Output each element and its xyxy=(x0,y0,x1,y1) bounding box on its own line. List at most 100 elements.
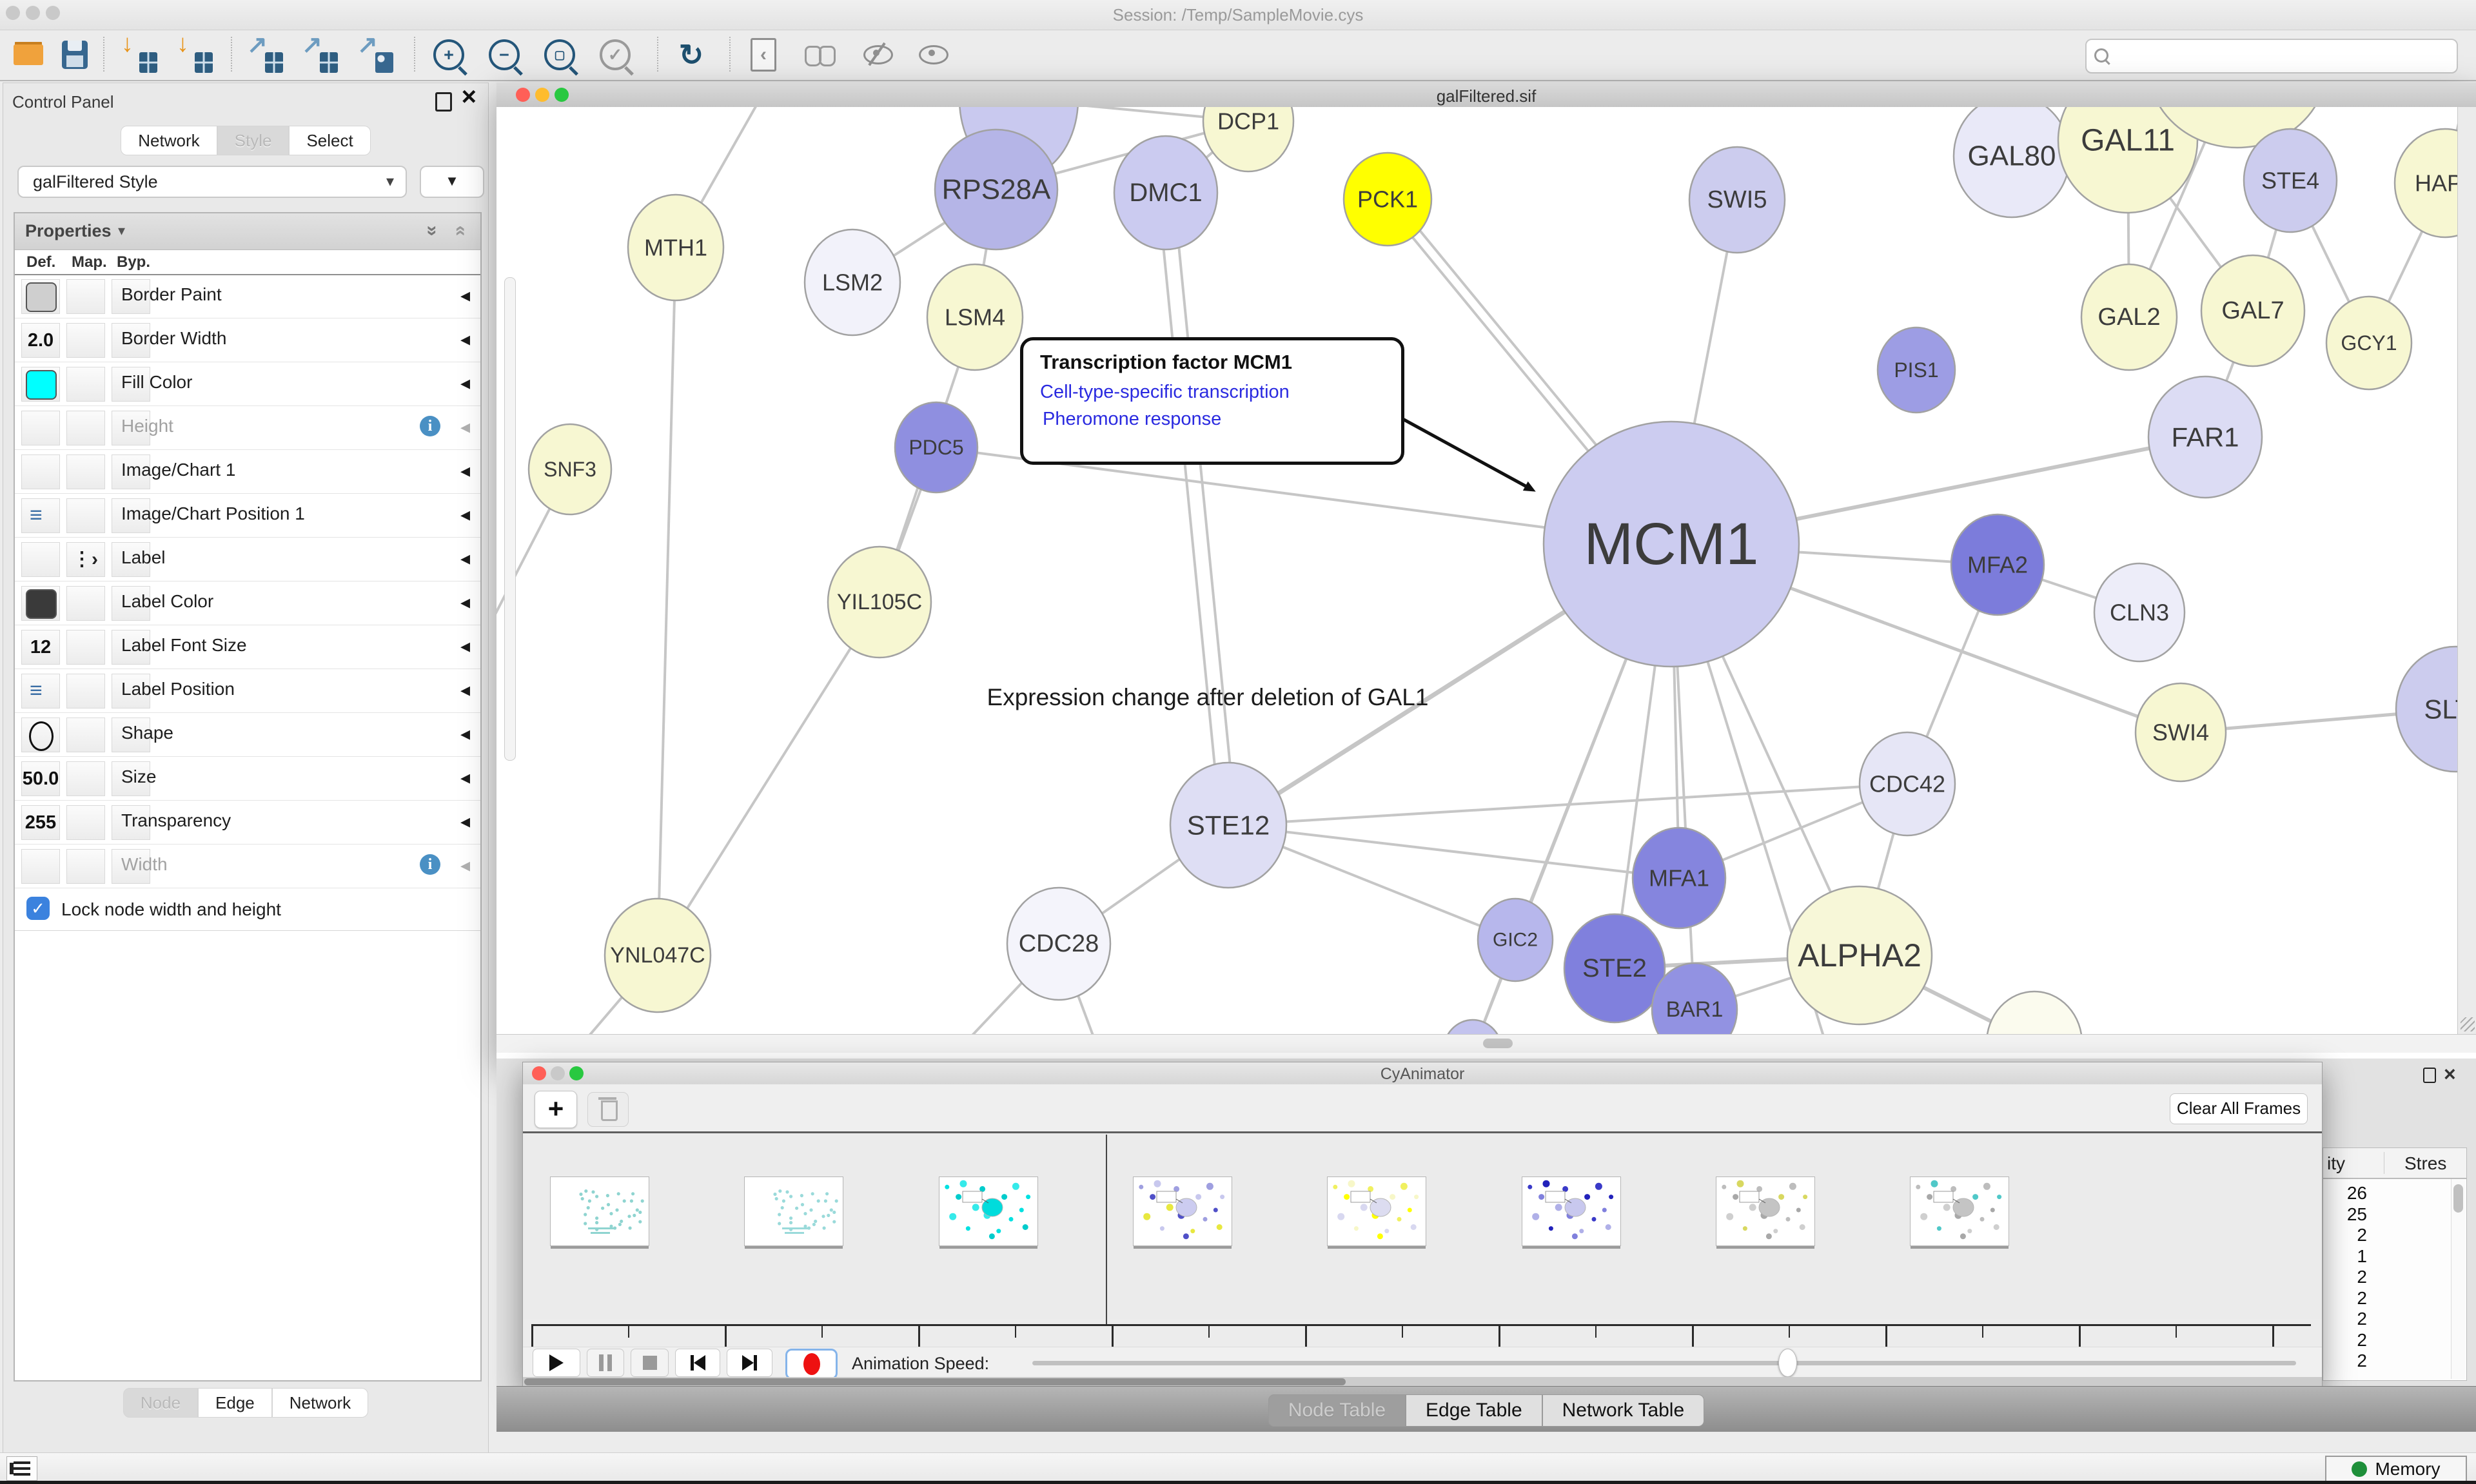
tab-network[interactable]: Network xyxy=(271,1388,369,1418)
annotation-doc-icon[interactable]: ‹ xyxy=(745,35,781,74)
position-icon[interactable]: ≡ xyxy=(30,678,43,703)
ellipse-shape-icon[interactable] xyxy=(29,721,54,751)
timeline-frame-7[interactable] xyxy=(1716,1176,1815,1246)
play-button[interactable] xyxy=(533,1349,580,1377)
zoom-out-icon[interactable]: − xyxy=(486,35,522,74)
timeline[interactable]: 0123456789 Seconds xyxy=(523,1133,2322,1418)
property-row-border-paint[interactable]: Border Paint ◂ xyxy=(15,274,480,318)
float-table-panel-icon[interactable] xyxy=(2423,1068,2436,1083)
save-session-icon[interactable] xyxy=(57,35,93,74)
network-node-lsm4[interactable]: LSM4 xyxy=(926,263,1024,371)
network-node-pck1[interactable]: PCK1 xyxy=(1342,151,1433,247)
expand-row-icon[interactable]: ◂ xyxy=(460,811,470,832)
table-cell-stress[interactable]: 26 xyxy=(2346,1183,2367,1203)
window-minimize-icon[interactable] xyxy=(26,6,40,20)
network-node-gic2[interactable]: GIC2 xyxy=(1477,897,1554,982)
property-row-image-chart-position-1[interactable]: ≡ Image/Chart Position 1 ◂ xyxy=(15,493,480,538)
properties-header[interactable]: Properties ▾ » » xyxy=(15,213,480,250)
network-node-bar1[interactable]: BAR1 xyxy=(1651,962,1738,1034)
zoom-fit-icon[interactable]: ▢ xyxy=(542,35,578,74)
scrollbar-thumb[interactable] xyxy=(524,1378,1346,1385)
network-canvas[interactable]: RPS28A DMC1 DCP1 PCK1 MTH1 LSM2 LSM4 SNF3 PDC5 YI… xyxy=(496,107,2476,1034)
skip-to-start-button[interactable] xyxy=(675,1349,720,1377)
network-edge[interactable] xyxy=(1228,783,1908,826)
memory-button[interactable]: Memory xyxy=(2325,1456,2467,1483)
export-image-icon[interactable]: ↗ xyxy=(357,32,395,74)
table-vertical-scrollbar[interactable] xyxy=(2451,1179,2466,1379)
network-edge[interactable] xyxy=(1157,192,1222,826)
network-node-cdc28[interactable]: CDC28 xyxy=(1006,886,1112,1001)
resize-grip-icon[interactable] xyxy=(2461,1017,2475,1031)
tab-select[interactable]: Select xyxy=(289,126,371,155)
network-node-swi4[interactable]: SWI4 xyxy=(2134,682,2227,783)
skip-to-end-button[interactable] xyxy=(727,1349,772,1377)
default-value[interactable]: 2.0 xyxy=(27,330,54,351)
property-row-transparency[interactable]: 255 Transparency ◂ xyxy=(15,800,480,845)
record-button[interactable] xyxy=(785,1349,838,1380)
property-row-label-color[interactable]: Label Color ◂ xyxy=(15,581,480,625)
tab-edge-table[interactable]: Edge Table xyxy=(1406,1394,1542,1427)
search-objects-icon[interactable] xyxy=(802,35,838,74)
expand-row-icon[interactable]: ◂ xyxy=(460,285,470,306)
network-node-cln3[interactable]: CLN3 xyxy=(2093,562,2186,663)
expand-row-icon[interactable]: ◂ xyxy=(460,460,470,482)
timeline-frame-3[interactable] xyxy=(939,1176,1038,1246)
network-node-lsm2[interactable]: LSM2 xyxy=(803,228,901,337)
network-left-scrollbar[interactable] xyxy=(504,277,516,761)
cyanimator-titlebar[interactable]: CyAnimator xyxy=(523,1062,2322,1085)
mcm1-annotation[interactable]: Transcription factor MCM1 Cell-type-spec… xyxy=(1020,337,1404,465)
close-window-icon[interactable] xyxy=(516,88,530,102)
collapse-all-icon[interactable]: » xyxy=(448,225,470,237)
default-value[interactable]: 255 xyxy=(25,812,57,833)
timeline-frame-6[interactable] xyxy=(1522,1176,1621,1246)
network-edge[interactable] xyxy=(1172,192,1237,826)
minimize-window-icon[interactable] xyxy=(551,1066,565,1080)
expand-row-icon[interactable]: ◂ xyxy=(460,373,470,394)
cyanimator-horizontal-scrollbar[interactable] xyxy=(523,1377,2322,1387)
color-swatch[interactable] xyxy=(26,589,57,619)
network-node-gal7[interactable]: GAL7 xyxy=(2200,254,2306,367)
import-network-icon[interactable]: ↓ xyxy=(121,30,159,74)
property-row-size[interactable]: 50.0 Size ◂ xyxy=(15,756,480,801)
search-input[interactable] xyxy=(2085,39,2458,73)
info-icon[interactable]: i xyxy=(420,416,440,436)
open-session-icon[interactable] xyxy=(10,35,46,74)
expand-row-icon[interactable]: ◂ xyxy=(460,329,470,350)
hide-details-icon[interactable] xyxy=(860,35,896,74)
tab-network-table[interactable]: Network Table xyxy=(1542,1394,1705,1427)
stop-button[interactable] xyxy=(631,1349,669,1377)
close-panel-icon[interactable]: × xyxy=(461,83,477,111)
table-cell-stress[interactable]: 2 xyxy=(2357,1309,2367,1329)
network-node-alpha2[interactable]: ALPHA2 xyxy=(1786,885,1933,1026)
scrollbar-thumb[interactable] xyxy=(1483,1039,1513,1048)
pause-button[interactable] xyxy=(587,1349,624,1377)
color-swatch[interactable] xyxy=(26,282,57,312)
position-icon[interactable]: ≡ xyxy=(30,503,43,527)
annotation-link-1[interactable]: Cell-type-specific transcription xyxy=(1040,382,1290,402)
network-node-gcy1[interactable]: GCY1 xyxy=(2325,295,2413,391)
tab-edge[interactable]: Edge xyxy=(198,1388,272,1418)
property-row-shape[interactable]: Shape ◂ xyxy=(15,712,480,757)
scrollbar-thumb[interactable] xyxy=(2453,1184,2463,1213)
expand-all-icon[interactable]: » xyxy=(422,225,444,237)
table-column-stress[interactable]: Stres xyxy=(2404,1153,2447,1173)
network-node-pis1[interactable]: PIS1 xyxy=(1876,326,1956,414)
network-node-pp1[interactable] xyxy=(1443,1019,1502,1034)
expand-row-icon[interactable]: ◂ xyxy=(460,636,470,657)
network-node-gal2[interactable]: GAL2 xyxy=(2080,263,2178,371)
network-edge[interactable] xyxy=(656,247,677,956)
network-node-gal11[interactable]: GAL11 xyxy=(2057,107,2199,214)
table-column-ity[interactable]: ity xyxy=(2327,1153,2345,1173)
network-node-mfa1[interactable]: MFA1 xyxy=(1631,826,1727,930)
expand-row-icon[interactable]: ◂ xyxy=(460,679,470,701)
timeline-frame-4[interactable] xyxy=(1133,1176,1232,1246)
tab-style[interactable]: Style xyxy=(217,126,290,155)
property-row-width[interactable]: Width i ◂ xyxy=(15,844,480,888)
property-row-label[interactable]: ⋮› Label ◂ xyxy=(15,537,480,581)
expand-row-icon[interactable]: ◂ xyxy=(460,723,470,745)
annotation-link-2[interactable]: Pheromone response xyxy=(1043,409,1222,429)
network-node-ynl047c[interactable]: YNL047C xyxy=(604,897,712,1013)
style-options-button[interactable]: ▼ xyxy=(420,166,484,198)
expand-row-icon[interactable]: ◂ xyxy=(460,416,470,438)
tab-node[interactable]: Node xyxy=(123,1388,199,1418)
